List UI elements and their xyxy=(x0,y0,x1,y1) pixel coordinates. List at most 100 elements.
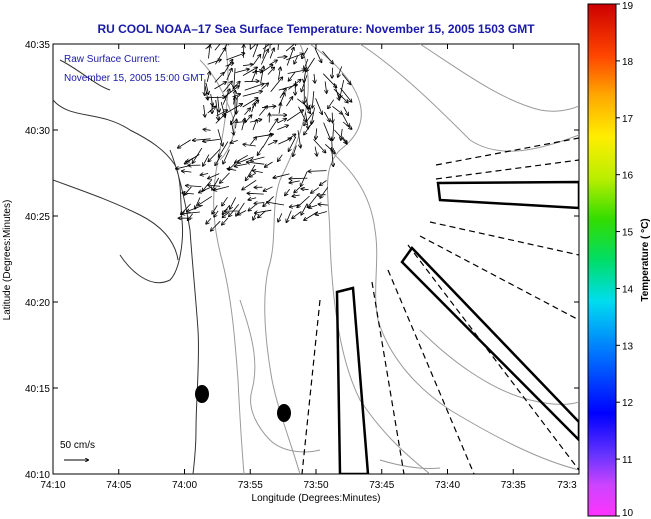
colorbar-tick-label: 10 xyxy=(622,508,634,519)
current-arrow xyxy=(277,125,288,130)
depth-contour xyxy=(213,44,245,474)
current-arrow xyxy=(301,171,308,186)
y-tick-label: 40:25 xyxy=(25,212,50,223)
current-arrow xyxy=(214,210,219,217)
depth-contour xyxy=(264,44,309,474)
current-arrow xyxy=(287,134,296,140)
current-arrow xyxy=(226,69,232,81)
current-arrow xyxy=(294,55,298,64)
current-arrow xyxy=(235,69,248,73)
current-arrow xyxy=(297,130,301,147)
current-arrow xyxy=(258,106,267,116)
colorbar-tick-label: 13 xyxy=(622,341,634,352)
current-arrow xyxy=(249,204,256,211)
current-arrow xyxy=(289,136,297,151)
y-tick-label: 40:30 xyxy=(25,126,50,137)
x-axis-label: Longitude (Degrees:Minutes) xyxy=(252,493,381,504)
current-arrow xyxy=(182,212,200,214)
current-arrow xyxy=(185,154,200,163)
current-arrow xyxy=(203,154,210,166)
current-arrow xyxy=(249,44,257,50)
current-arrow xyxy=(234,68,235,88)
coastline xyxy=(53,99,200,474)
current-arrow xyxy=(251,156,265,161)
current-arrow xyxy=(244,84,264,91)
depth-contour xyxy=(239,299,321,453)
current-arrow xyxy=(338,66,343,77)
current-arrow xyxy=(267,68,274,75)
current-arrow xyxy=(279,103,281,114)
current-arrow xyxy=(193,139,211,141)
depth-contour xyxy=(329,149,579,471)
current-arrow xyxy=(249,137,256,146)
current-arrow xyxy=(206,72,209,82)
current-arrow xyxy=(220,101,225,117)
current-arrow xyxy=(250,172,257,176)
current-arrow xyxy=(278,154,283,161)
current-vectors xyxy=(176,44,352,231)
current-arrow xyxy=(255,203,265,204)
current-arrow xyxy=(182,193,194,194)
current-arrow xyxy=(278,213,283,221)
current-arrow xyxy=(287,210,292,223)
current-arrow xyxy=(253,171,263,173)
current-arrow xyxy=(246,164,256,180)
current-arrow xyxy=(311,187,320,193)
current-arrow xyxy=(251,71,257,83)
y-axis-ticks: 40:35 40:30 40:25 40:20 40:15 40:10 xyxy=(25,40,579,481)
chart-title: RU COOL NOAA–17 Sea Surface Temperature:… xyxy=(97,22,535,36)
current-arrow xyxy=(315,98,323,114)
current-arrow xyxy=(219,141,229,157)
depth-contour xyxy=(309,44,431,474)
current-arrow xyxy=(208,185,221,186)
current-arrow xyxy=(217,129,223,145)
x-tick-label: 73:3 xyxy=(557,480,577,491)
current-arrow xyxy=(322,73,336,88)
current-arrow xyxy=(252,120,257,131)
current-arrow xyxy=(302,47,309,58)
current-arrow xyxy=(277,44,279,51)
current-arrow xyxy=(211,220,221,230)
depth-contour xyxy=(419,44,579,112)
current-arrow xyxy=(304,119,315,134)
colorbar-tick-label: 12 xyxy=(622,398,634,409)
current-arrow xyxy=(199,186,212,193)
current-arrow xyxy=(268,119,277,133)
current-arrow xyxy=(331,147,333,166)
current-arrow xyxy=(269,48,274,59)
current-arrow xyxy=(228,169,237,171)
current-arrow xyxy=(223,82,232,93)
current-arrow xyxy=(262,44,273,50)
current-arrow xyxy=(247,162,265,165)
current-arrow xyxy=(316,211,328,215)
current-arrow xyxy=(274,173,290,178)
current-arrow xyxy=(328,99,335,109)
depth-contour xyxy=(359,44,579,152)
current-arrow xyxy=(322,51,333,63)
current-arrow xyxy=(238,210,247,215)
current-arrow xyxy=(218,96,220,111)
current-arrow xyxy=(214,73,224,83)
y-tick-label: 40:10 xyxy=(25,470,50,481)
y-tick-label: 40:20 xyxy=(25,298,50,309)
current-arrow xyxy=(206,218,212,223)
current-arrow xyxy=(277,57,286,58)
annotation-line2: November 15, 2005 15:00 GMT xyxy=(64,73,205,84)
current-arrow xyxy=(208,173,220,179)
x-tick-label: 73:50 xyxy=(303,480,328,491)
current-arrow xyxy=(265,161,273,167)
map-layer xyxy=(53,44,579,474)
current-arrow xyxy=(343,106,348,115)
current-arrow xyxy=(186,186,202,187)
current-arrow xyxy=(340,87,352,102)
current-arrow xyxy=(236,120,237,129)
current-arrow xyxy=(235,163,248,166)
current-arrow xyxy=(204,129,211,130)
colorbar-tick-label: 17 xyxy=(622,114,634,125)
current-arrow xyxy=(211,94,213,105)
x-tick-label: 74:05 xyxy=(106,480,131,491)
current-arrow xyxy=(309,204,318,208)
current-arrow xyxy=(187,205,203,211)
current-arrow xyxy=(304,104,310,113)
current-arrow xyxy=(249,198,257,200)
